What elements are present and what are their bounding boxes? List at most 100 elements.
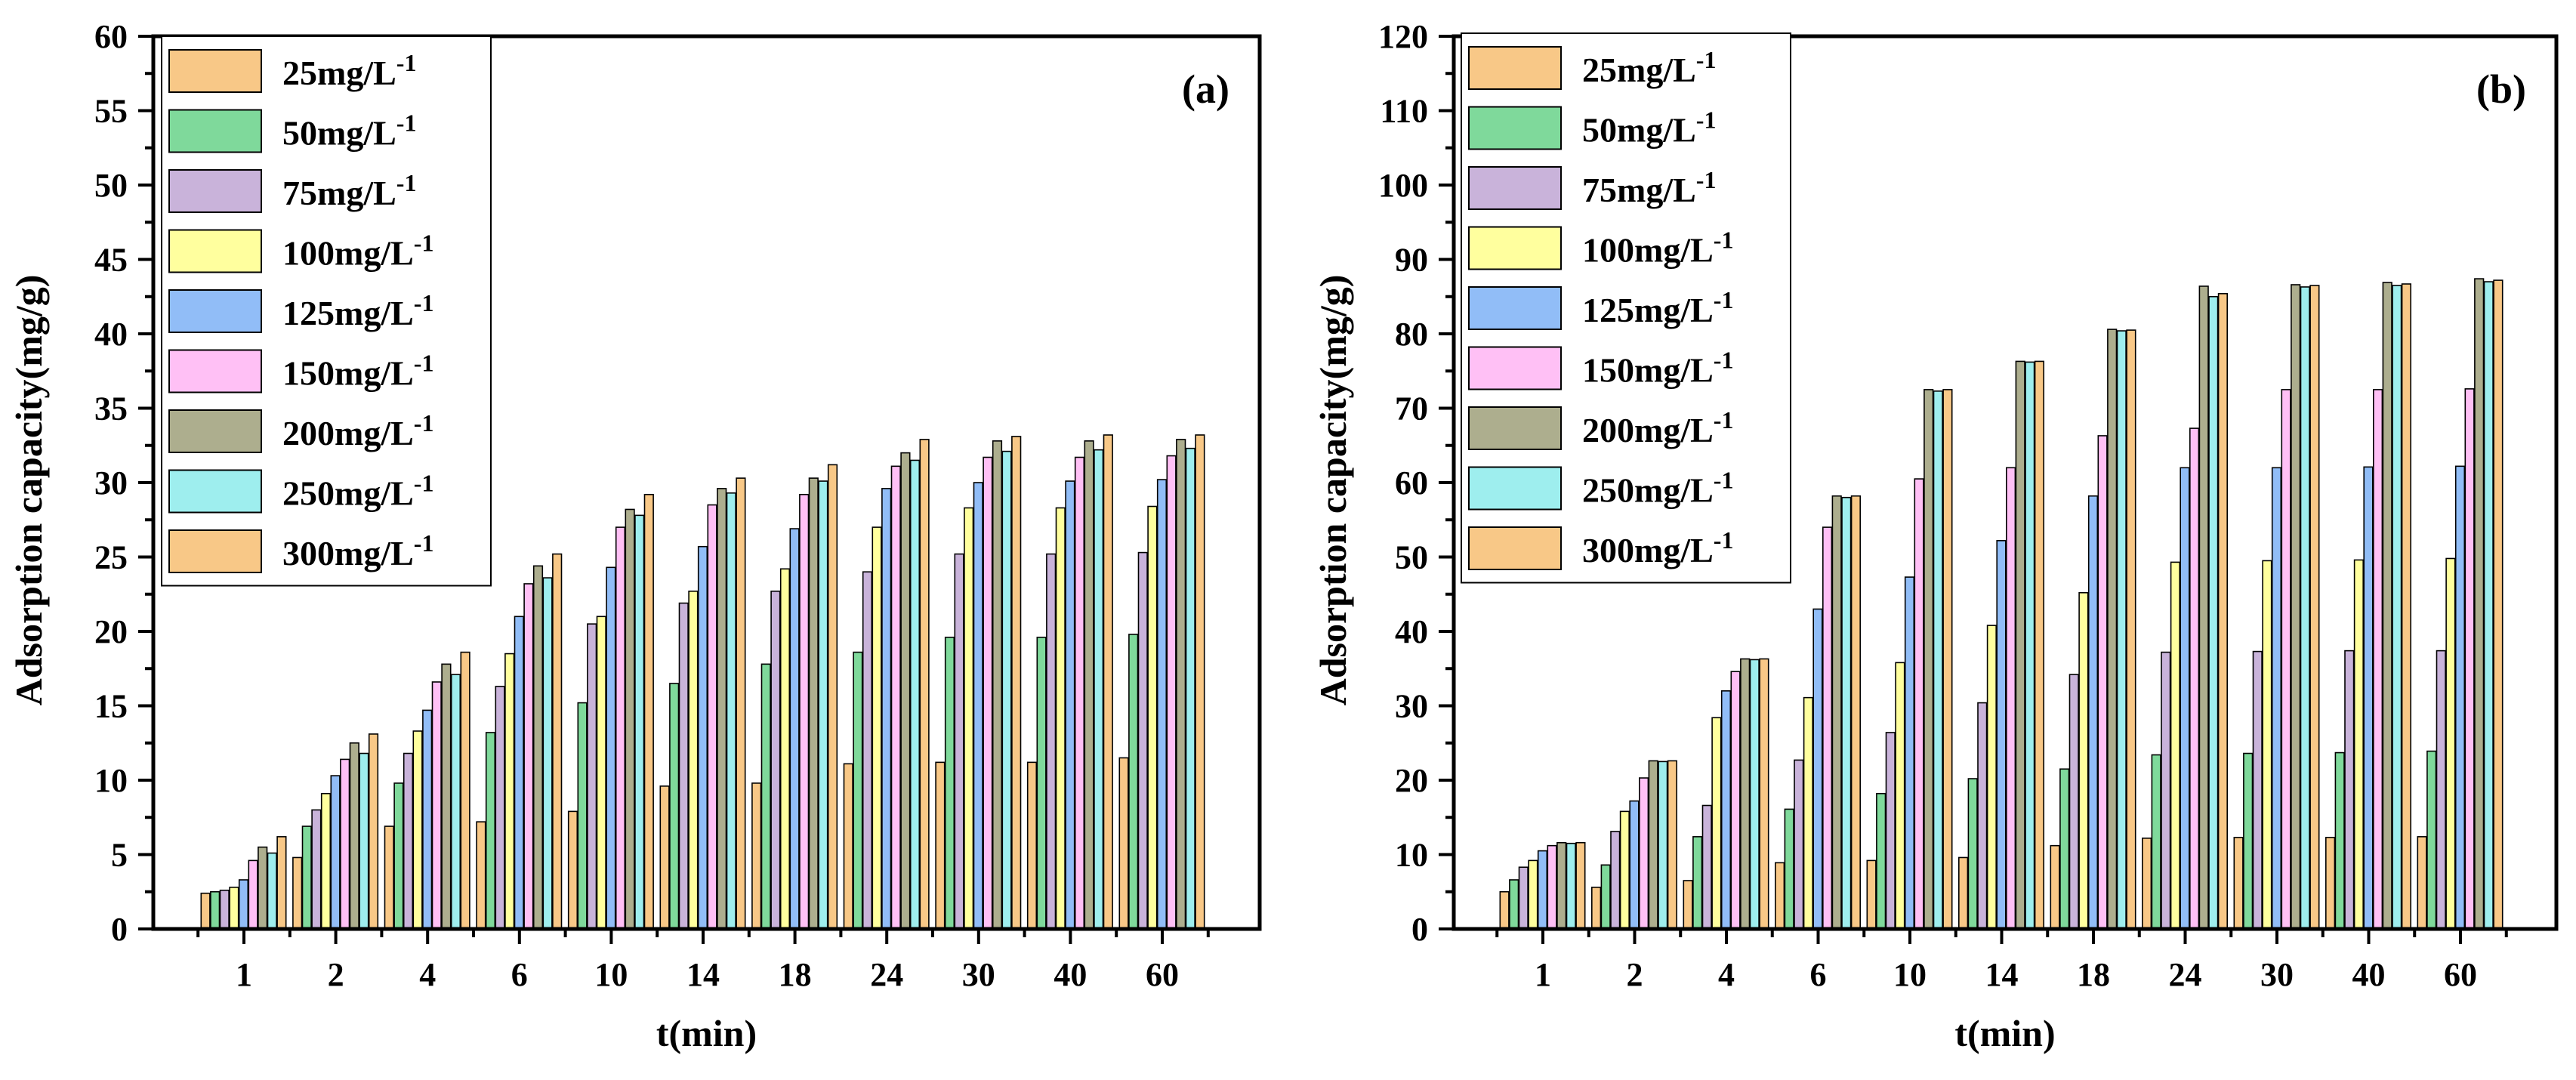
bar (2198, 285, 2209, 930)
bar (2006, 467, 2016, 930)
bar (2126, 329, 2136, 930)
legend-label: 50mg/L-1 (1582, 106, 1716, 150)
bar (862, 571, 873, 930)
bar (514, 616, 524, 930)
bar (2097, 435, 2108, 930)
legend-item: 125mg/L-1 (1468, 286, 1733, 330)
legend-label: 300mg/L-1 (282, 529, 433, 572)
legend-item: 200mg/L-1 (1468, 406, 1733, 450)
bar (1528, 859, 1538, 930)
legend-swatch (1468, 106, 1562, 150)
legend-swatch (168, 169, 262, 213)
bar (1537, 850, 1548, 930)
bar (1065, 480, 1075, 930)
bar (1156, 479, 1168, 930)
bar (2474, 278, 2485, 930)
legend-label: 25mg/L-1 (282, 49, 416, 92)
bar (2025, 361, 2035, 930)
y-tick-label: 20 (94, 613, 128, 650)
legend-item: 250mg/L-1 (168, 469, 433, 514)
bar (688, 591, 699, 930)
bar (2353, 559, 2365, 930)
legend-label: 250mg/L-1 (1582, 467, 1733, 510)
y-tick-label: 110 (1380, 93, 1428, 130)
bar (751, 782, 762, 930)
legend-item: 75mg/L-1 (168, 169, 416, 213)
x-tick-label: 60 (1146, 956, 1179, 993)
y-tick-label: 90 (1395, 242, 1428, 279)
panel-label: (a) (1182, 66, 1229, 112)
y-tick-label: 45 (94, 242, 128, 279)
x-tick-label: 40 (1054, 956, 1087, 993)
series-150mgl (1547, 388, 2475, 930)
series-300mgl (1575, 279, 2504, 930)
bar (726, 492, 736, 930)
legend-item: 150mg/L-1 (168, 349, 433, 393)
bar (606, 566, 616, 930)
legend-swatch (168, 229, 262, 273)
x-tick-label: 4 (1718, 956, 1735, 993)
legend-item: 150mg/L-1 (1468, 346, 1733, 390)
bar (2050, 844, 2060, 930)
bar (992, 440, 1003, 930)
legend-item: 200mg/L-1 (168, 409, 433, 453)
bar (311, 809, 322, 930)
bar (1036, 637, 1047, 930)
x-tick-label: 14 (1985, 956, 2019, 993)
legend-swatch (1468, 406, 1562, 450)
bar (1566, 842, 1576, 930)
x-tick-label: 10 (1893, 956, 1927, 993)
bar (890, 465, 901, 930)
bar (1749, 659, 1760, 930)
bar (2233, 837, 2244, 930)
bar (2344, 650, 2355, 930)
bar (2243, 752, 2254, 930)
series-125mgl (238, 479, 1168, 930)
bar (900, 452, 911, 930)
bar (1841, 496, 1852, 930)
bar (1885, 732, 1896, 930)
bar (881, 488, 892, 930)
bar (1591, 887, 1602, 930)
bar (431, 681, 442, 930)
bar (2107, 329, 2118, 930)
legend-label: 125mg/L-1 (282, 289, 433, 332)
bar (2325, 837, 2336, 930)
bar (1740, 658, 1751, 930)
legend-item: 100mg/L-1 (1468, 226, 1733, 270)
bar (2300, 286, 2310, 930)
bar (1759, 658, 1769, 930)
bar (919, 439, 930, 930)
bar (1711, 717, 1722, 930)
x-tick-label: 30 (962, 956, 995, 993)
legend-swatch (1468, 166, 1562, 210)
bar (542, 577, 553, 930)
bar (276, 836, 287, 930)
bar (349, 742, 359, 930)
bar (2069, 674, 2079, 930)
legend-swatch (168, 289, 262, 333)
legend-label: 150mg/L-1 (282, 350, 433, 393)
bar (1803, 696, 1814, 930)
bar (1866, 859, 1877, 930)
bar (2281, 389, 2291, 930)
y-tick-label: 25 (94, 539, 128, 576)
bar (1084, 440, 1094, 930)
bar (301, 825, 312, 930)
bar (552, 553, 563, 930)
x-tick-label: 60 (2444, 956, 2477, 993)
bar (2417, 836, 2427, 930)
bar (1730, 671, 1741, 930)
series-50mgl (210, 634, 1139, 930)
bar (368, 733, 379, 930)
bar (441, 663, 452, 930)
y-axis-title: Adsorption capacity(mg/g) (1312, 275, 1354, 706)
y-tick-label: 0 (1411, 911, 1428, 948)
legend-item: 25mg/L-1 (168, 49, 416, 93)
bar (2151, 754, 2161, 930)
bar (669, 683, 680, 930)
bar (1942, 389, 1953, 930)
bar (476, 821, 486, 930)
bar (2059, 768, 2070, 930)
bar (1683, 880, 1693, 930)
